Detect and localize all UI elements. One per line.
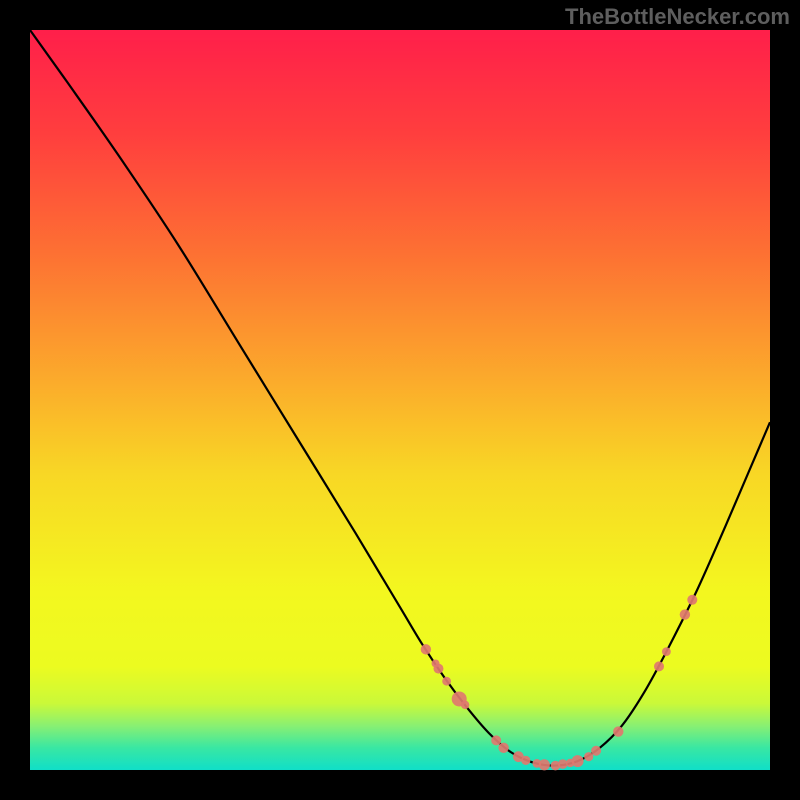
chart-svg bbox=[30, 30, 770, 770]
scatter-marker bbox=[680, 609, 690, 619]
scatter-marker bbox=[461, 701, 469, 709]
scatter-marker bbox=[654, 661, 664, 671]
chart-stage: TheBottleNecker.com bbox=[0, 0, 800, 800]
scatter-marker bbox=[521, 756, 530, 765]
scatter-marker bbox=[491, 735, 501, 745]
scatter-marker bbox=[539, 759, 550, 770]
scatter-marker bbox=[572, 755, 584, 767]
scatter-marker bbox=[442, 677, 451, 686]
bottleneck-curve bbox=[30, 30, 770, 766]
scatter-marker bbox=[662, 647, 671, 656]
scatter-markers bbox=[421, 595, 698, 771]
watermark-text: TheBottleNecker.com bbox=[565, 4, 790, 30]
scatter-marker bbox=[613, 726, 623, 736]
plot-area bbox=[30, 30, 770, 770]
scatter-marker bbox=[498, 743, 508, 753]
scatter-marker bbox=[687, 595, 697, 605]
scatter-marker bbox=[421, 644, 431, 654]
scatter-marker bbox=[433, 664, 443, 674]
scatter-marker bbox=[591, 746, 601, 756]
